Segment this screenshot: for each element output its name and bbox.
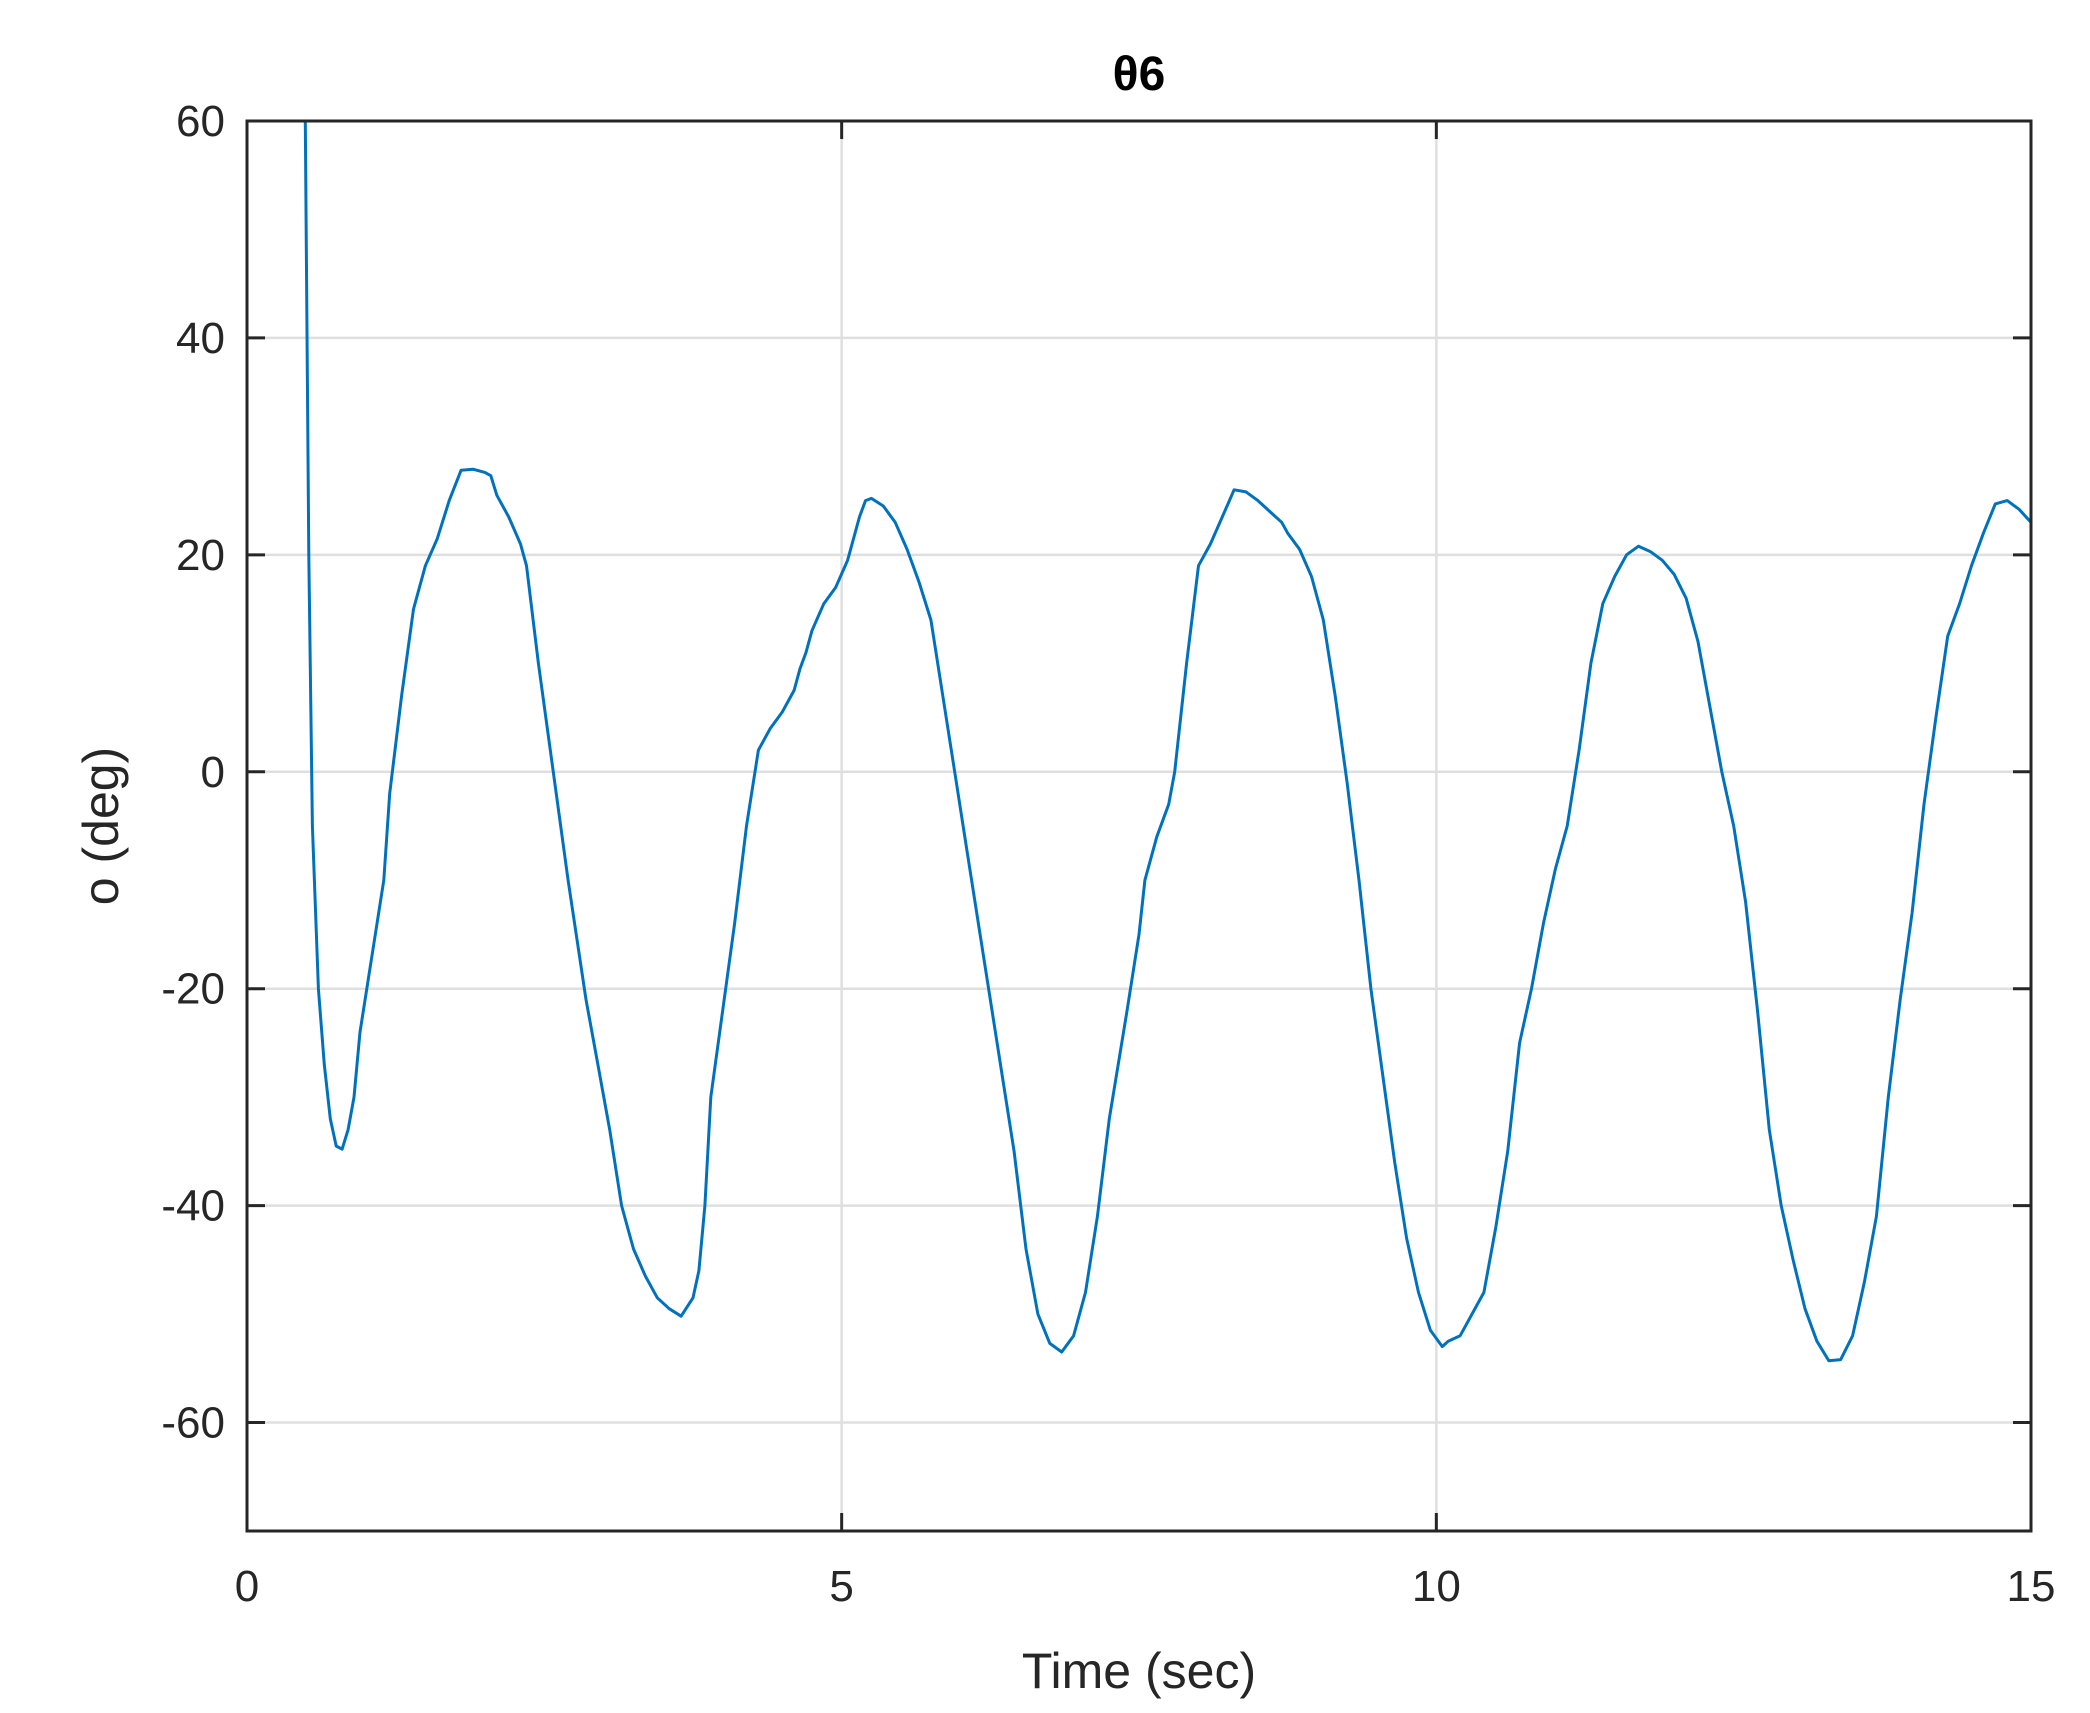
x-tick-label: 5 [829,1562,853,1611]
x-tick-label: 15 [2007,1562,2056,1611]
chart-title: θ6 [1113,48,1166,101]
y-tick-label: 60 [176,97,225,146]
y-axis-label: o (deg) [73,747,129,905]
y-tick-label: -40 [161,1182,225,1231]
y-tick-label: -20 [161,965,225,1014]
y-tick-label: 40 [176,314,225,363]
series-line [303,121,2031,1363]
y-tick-label: 0 [201,748,225,797]
x-tick-labels: 0 5 10 15 [235,1562,2056,1611]
y-tick-label: 20 [176,531,225,580]
x-tick-label: 10 [1412,1562,1461,1611]
x-tick-label: 0 [235,1562,259,1611]
plot-frame [245,119,2033,1533]
x-axis-label: Time (sec) [1022,1643,1256,1699]
plot-area [247,121,2031,1531]
data-series [303,121,2031,1363]
y-tick-label: -60 [161,1399,225,1448]
y-tick-labels: -60 -40 -20 0 20 40 60 [161,97,225,1448]
